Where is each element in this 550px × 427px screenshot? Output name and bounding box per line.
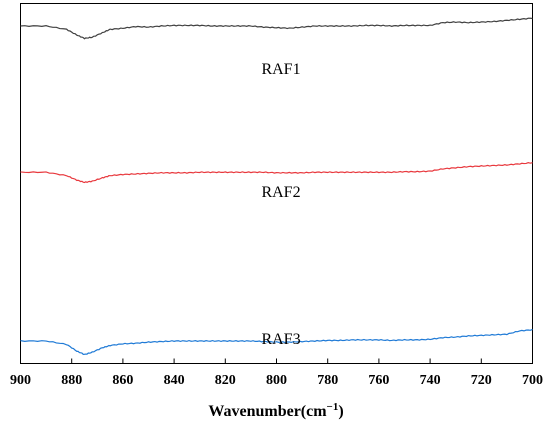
- x-tick-label-820: 820: [215, 373, 236, 388]
- series-line-raf1: [20, 17, 533, 40]
- x-tick-label-860: 860: [112, 373, 133, 388]
- series-line-raf3: [20, 328, 533, 355]
- series-labels-layer: RAF1 RAF2 RAF3: [261, 61, 300, 348]
- x-axis-title-main: Wavenumber(cm: [208, 403, 327, 420]
- x-tick-label-780: 780: [317, 373, 338, 388]
- x-tick-label-900: 900: [10, 373, 31, 388]
- x-tick-label-740: 740: [420, 373, 441, 388]
- x-axis-tick-labels: 900 880 860 840 820 800 780 760 740 720 700: [10, 373, 543, 388]
- x-tick-label-700: 700: [522, 373, 543, 388]
- x-tick-label-880: 880: [61, 373, 82, 388]
- x-axis-ticks: [20, 358, 533, 364]
- x-tick-label-840: 840: [164, 373, 185, 388]
- x-axis-title-close: ): [338, 403, 343, 420]
- series-label-raf1: RAF1: [261, 61, 300, 78]
- series-label-raf2: RAF2: [261, 184, 300, 201]
- series-line-raf2: [20, 162, 533, 184]
- series-label-raf3: RAF3: [261, 331, 300, 348]
- x-tick-label-800: 800: [266, 373, 287, 388]
- x-tick-label-760: 760: [368, 373, 389, 388]
- x-tick-label-720: 720: [471, 373, 492, 388]
- x-axis-title: Wavenumber(cm−1): [208, 401, 343, 420]
- x-axis-title-superscript: −1: [327, 401, 339, 413]
- series-layer: [20, 17, 533, 355]
